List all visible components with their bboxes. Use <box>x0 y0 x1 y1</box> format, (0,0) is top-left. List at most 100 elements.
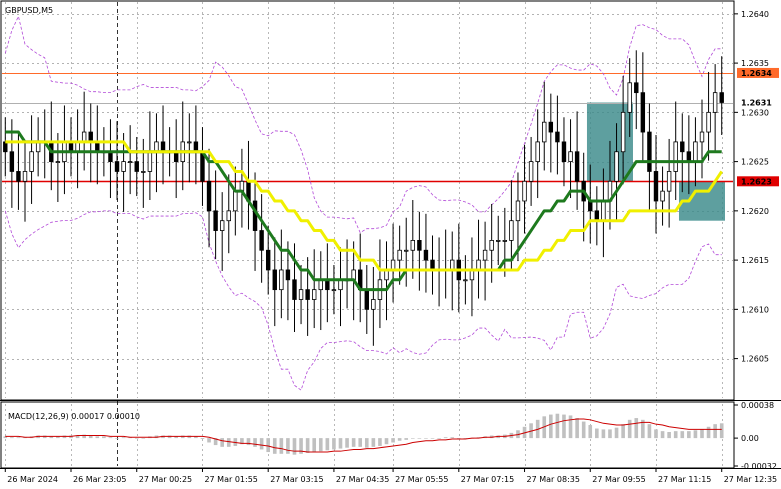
macd-bar-91 <box>601 429 606 439</box>
macd-bar-14 <box>95 436 100 439</box>
macd-bar-15 <box>102 436 106 439</box>
macd-bar-67 <box>443 437 448 439</box>
macd-bar-45 <box>299 438 303 454</box>
chart-title: GBPUSD,M5 <box>5 6 53 15</box>
time-tick-label-8: 27 Mar 08:35 <box>527 475 580 484</box>
time-tick-label-7: 27 Mar 07:15 <box>461 475 514 484</box>
candle-body-45 <box>298 289 304 300</box>
price-level-tag-2 <box>737 176 779 187</box>
candle-body-84 <box>555 131 560 143</box>
candle-body-93 <box>614 151 619 182</box>
macd-bar-39 <box>259 438 264 450</box>
time-tick-label-5: 27 Mar 04:35 <box>336 475 389 484</box>
candle-body-4 <box>29 151 34 172</box>
macd-bar-1 <box>10 437 14 439</box>
candle-body-73 <box>482 249 488 261</box>
candle-body-76 <box>502 239 508 242</box>
candle-body-18 <box>121 161 126 172</box>
macd-bar-43 <box>286 438 290 454</box>
candle-body-3 <box>22 171 28 182</box>
candle-body-98 <box>647 131 652 172</box>
macd-bar-58 <box>384 438 389 445</box>
time-tick-label-6: 27 Mar 05:55 <box>395 475 448 484</box>
candle-body-80 <box>528 161 534 182</box>
bollinger-bands <box>4 15 722 391</box>
macd-bar-68 <box>450 437 455 439</box>
candle-body-20 <box>134 161 139 172</box>
macd-bar-33 <box>220 438 224 447</box>
candle-body-32 <box>213 210 218 231</box>
macd-bar-48 <box>318 438 323 452</box>
price-tick-label-2: 1.2630 <box>741 108 769 117</box>
time-axis: 26 Mar 2024 26 Mar 23:05 27 Mar 00:25 27 Ma… <box>4 468 777 484</box>
time-tick-label-11: 27 Mar 12:35 <box>724 475 777 484</box>
macd-bar-17 <box>115 438 119 439</box>
macd-bar-21 <box>141 438 146 439</box>
macd-bar-65 <box>430 438 435 439</box>
candle-body-50 <box>331 289 337 292</box>
candle-body-44 <box>292 279 297 300</box>
macd-bar-108 <box>713 424 717 439</box>
time-tick-label-3: 27 Mar 01:55 <box>204 475 257 484</box>
candle-body-86 <box>568 151 573 162</box>
macd-bar-96 <box>634 418 639 439</box>
candle-body-83 <box>548 121 554 133</box>
candle-body-91 <box>601 200 606 222</box>
price-tick-label-7: 1.2605 <box>741 355 769 364</box>
candle-body-1 <box>9 151 15 172</box>
macd-bar-88 <box>581 421 586 439</box>
macd-bar-60 <box>397 438 402 441</box>
macd-bar-41 <box>272 438 277 454</box>
bollinger-lower <box>4 210 722 391</box>
candle-body-95 <box>627 82 632 113</box>
macd-bar-40 <box>266 438 271 453</box>
time-tick-label-4: 27 Mar 03:15 <box>270 475 323 484</box>
candle-body-78 <box>515 200 521 222</box>
candle-body-55 <box>364 289 369 310</box>
macd-bar-101 <box>667 432 671 439</box>
price-axis: 1.2640 1.2635 1.2630 1.2625 1.2620 1.2615 1.26… <box>734 10 779 364</box>
price-tick-label-1: 1.2635 <box>741 59 769 68</box>
candle-body-46 <box>305 289 310 300</box>
macd-bar-2 <box>16 437 21 439</box>
candle-body-35 <box>233 190 238 212</box>
candle-body-74 <box>489 239 494 251</box>
price-level-label-0: 1.2634 <box>741 69 772 78</box>
macd-tick-label-2: -0.00032 <box>741 462 777 471</box>
macd-bar-84 <box>555 413 560 439</box>
candle-body-22 <box>147 151 153 172</box>
time-tick-label-0: 26 Mar 2024 <box>7 475 58 484</box>
candle-body-107 <box>706 111 711 133</box>
macd-bar-32 <box>213 438 218 446</box>
candle-body-8 <box>55 161 61 164</box>
moving-averages <box>5 130 723 292</box>
candle-body-77 <box>509 220 514 241</box>
candle-body-62 <box>410 239 416 251</box>
macd-bar-37 <box>246 438 251 446</box>
macd-bar-106 <box>700 429 704 439</box>
time-tick-label-1: 26 Mar 23:05 <box>73 475 126 484</box>
price-level-tag-0 <box>737 67 779 78</box>
macd-bar-12 <box>82 434 86 439</box>
macd-bar-55 <box>364 438 369 448</box>
macd-bar-104 <box>687 431 691 439</box>
candle-body-99 <box>653 171 659 202</box>
price-tick-label-0: 1.2640 <box>741 10 769 19</box>
macd-title: MACD(12,26,9) 0.00017 0.00010 <box>8 412 140 421</box>
time-tick-label-2: 27 Mar 00:25 <box>139 475 192 484</box>
macd-bar-20 <box>134 438 139 439</box>
candle-body-33 <box>219 220 225 231</box>
macd-bar-30 <box>200 438 205 439</box>
macd-bar-89 <box>588 425 593 439</box>
candle-body-39 <box>259 230 264 251</box>
macd-bar-8 <box>56 436 60 439</box>
macd-bar-34 <box>226 438 231 447</box>
macd-bar-11 <box>75 435 80 439</box>
macd-bar-53 <box>351 438 356 447</box>
macd-bar-49 <box>325 438 330 451</box>
macd-bar-95 <box>627 419 632 439</box>
candle-body-97 <box>640 92 646 133</box>
candle-body-105 <box>693 141 698 162</box>
price-tick-label-3: 1.2625 <box>741 158 769 167</box>
